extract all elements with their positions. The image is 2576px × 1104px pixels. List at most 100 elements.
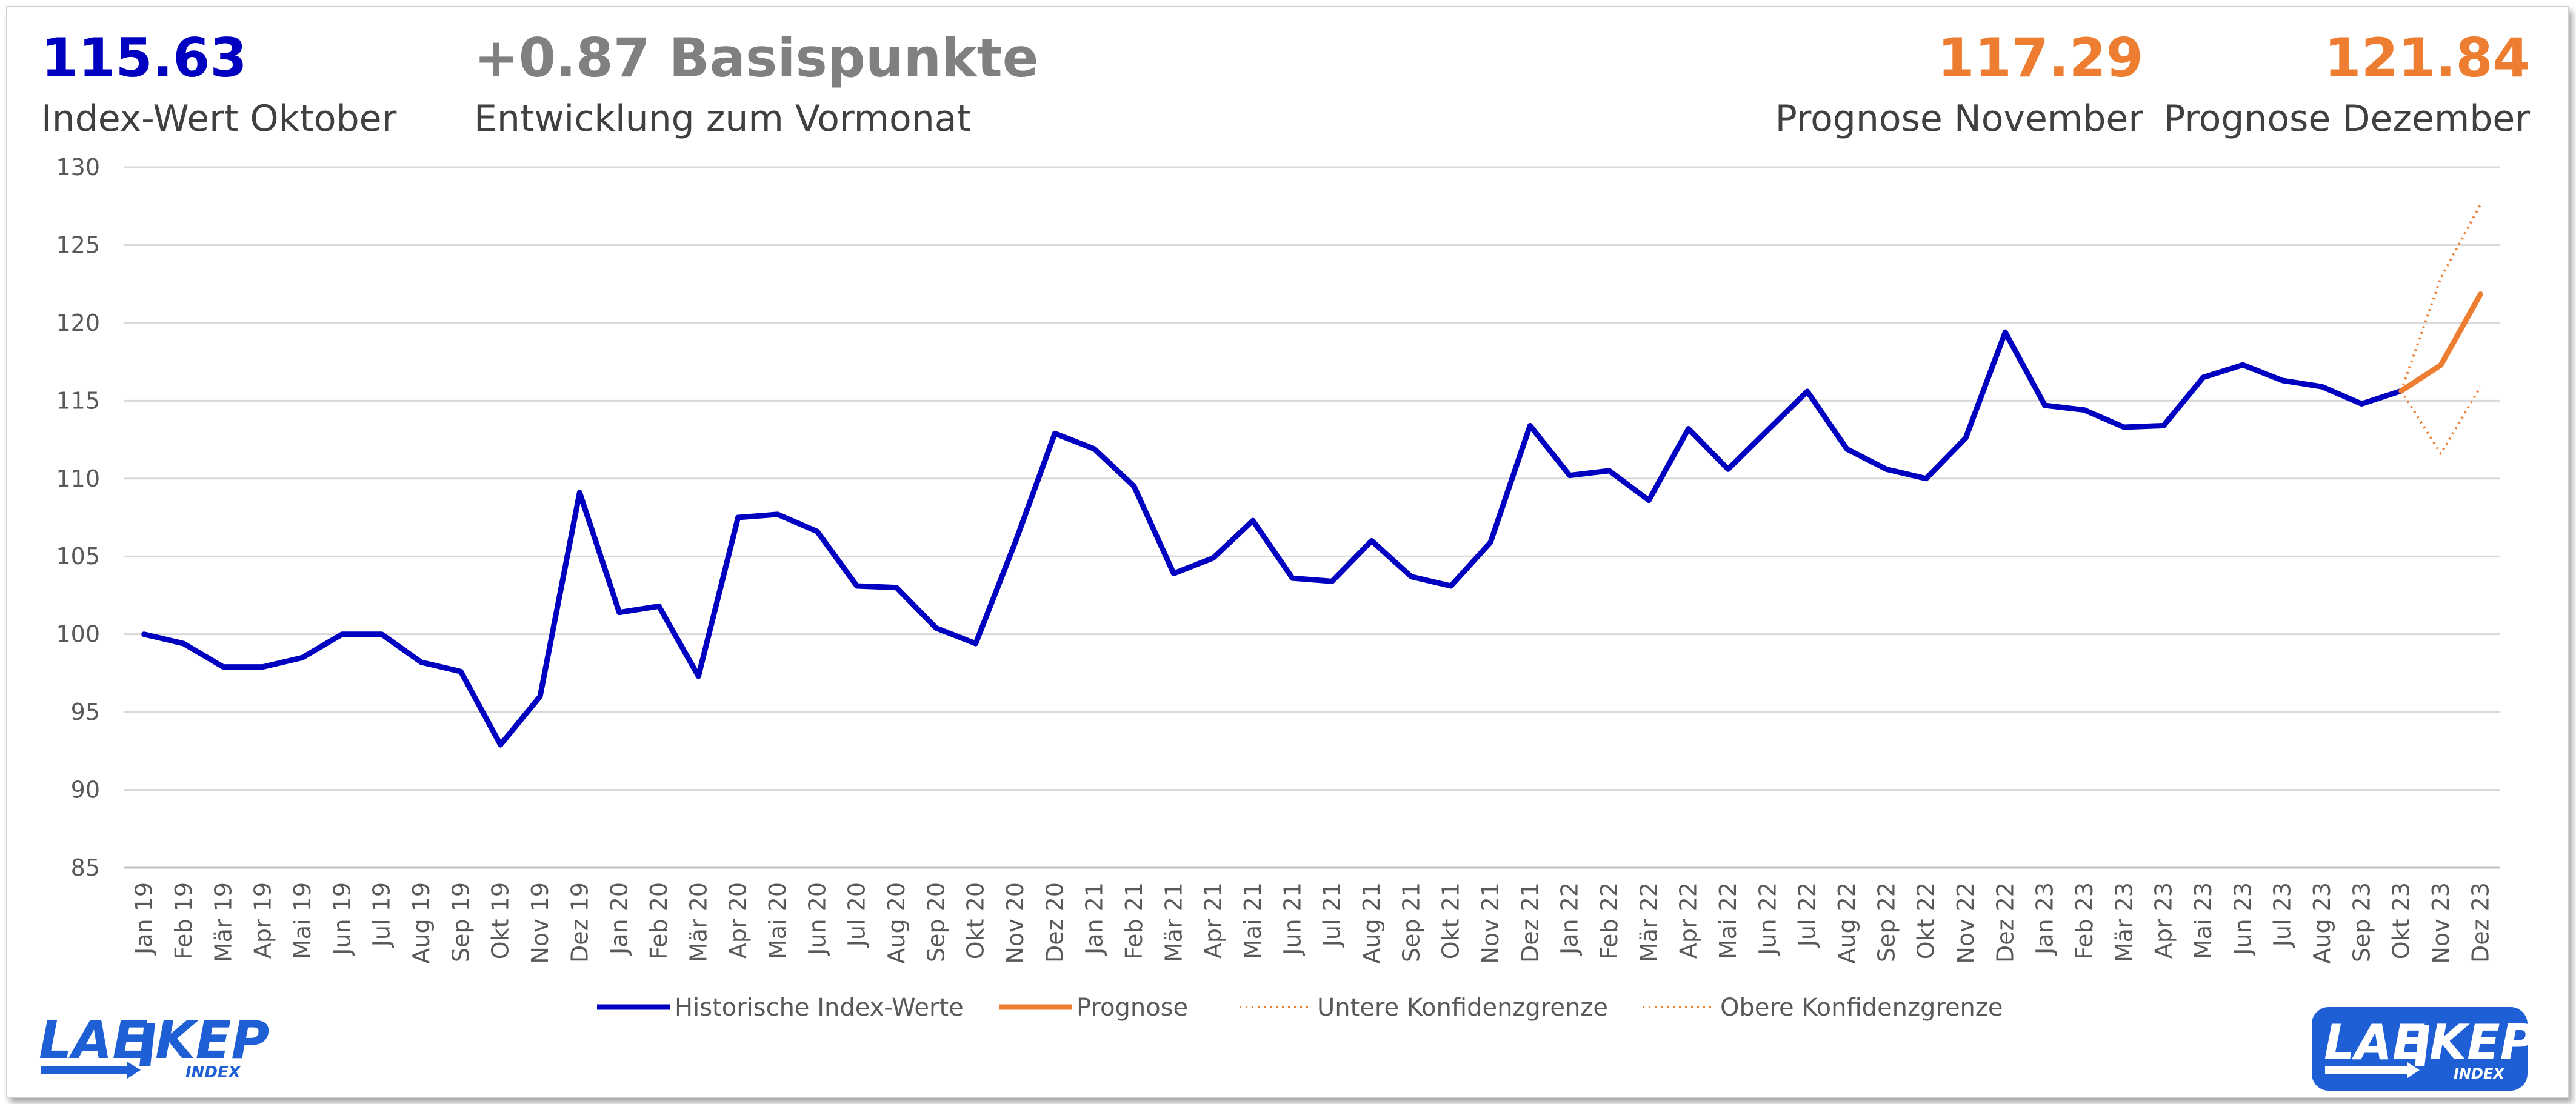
- x-tick-label: Sep 19: [447, 882, 474, 962]
- x-tick-label: Dez 19: [566, 882, 593, 963]
- x-tick-label: Jan 23: [2032, 882, 2058, 956]
- x-tick-label: Jan 19: [131, 882, 158, 956]
- kpi-index-value-number: 115.63: [41, 27, 247, 89]
- x-tick-label: Aug 20: [883, 882, 910, 964]
- svg-text:LAE: LAE: [39, 1011, 148, 1071]
- kpi-change-label: Entwicklung zum Vormonat: [474, 98, 972, 140]
- svg-text:INDEX: INDEX: [2454, 1065, 2505, 1082]
- x-tick-label: Mär 23: [2111, 882, 2137, 962]
- x-tick-label: Feb 19: [170, 882, 197, 960]
- x-tick-label: Mär 20: [685, 882, 712, 962]
- x-tick-label: Okt 22: [1913, 882, 1940, 959]
- x-tick-label: Jun 23: [2229, 882, 2256, 956]
- svg-text:KEP: KEP: [155, 1011, 269, 1071]
- x-tick-label: Okt 20: [963, 882, 989, 959]
- x-tick-label: Jul 22: [1794, 882, 1821, 948]
- x-tick-label: Jul 23: [2269, 882, 2296, 948]
- x-tick-label: Mär 21: [1160, 882, 1187, 962]
- kpi-forecast-december: 121.84 Prognose Dezember: [2163, 27, 2530, 140]
- chart-frame: [6, 6, 2569, 1098]
- x-tick-label: Mai 23: [2190, 882, 2217, 959]
- x-tick-label: Feb 20: [646, 882, 672, 960]
- x-tick-label: Okt 19: [487, 882, 514, 959]
- lae-kep-logo-left-graphic: LAE KEP INDEX: [39, 1010, 269, 1082]
- y-axis: 85 90 95 100 105 110 115 120 125 130: [56, 154, 100, 881]
- x-tick-label: Aug 19: [408, 882, 435, 964]
- x-tick-label: Jul 21: [1319, 882, 1346, 948]
- x-tick-label: Jun 19: [329, 882, 355, 956]
- kpi-forecast-november: 117.29 Prognose November: [1775, 27, 2143, 140]
- x-tick-label: Mär 19: [210, 882, 236, 962]
- kpi-forecast-december-label: Prognose Dezember: [2163, 98, 2530, 140]
- x-tick-label: Mai 20: [764, 882, 791, 959]
- y-tick-label: 95: [71, 699, 100, 725]
- x-tick-label: Nov 23: [2428, 882, 2454, 964]
- kpi-forecast-november-number: 117.29: [1937, 27, 2143, 89]
- y-tick-label: 120: [56, 310, 100, 336]
- x-tick-label: Nov 19: [527, 882, 553, 964]
- series-line: [2398, 291, 2483, 394]
- series-lines: [141, 204, 2483, 748]
- x-tick-label: Apr 20: [725, 882, 752, 959]
- x-tick-label: Mai 22: [1715, 882, 1741, 959]
- kpi-change: +0.87 Basispunkte Entwicklung zum Vormon…: [474, 27, 1039, 140]
- legend-label: Historische Index-Werte: [675, 994, 964, 1022]
- x-tick-label: Sep 21: [1398, 882, 1424, 962]
- legend-label: Untere Konfidenzgrenze: [1317, 994, 1608, 1022]
- lae-kep-logo-right: LAE KEP INDEX: [2311, 1006, 2535, 1095]
- series-line: [141, 329, 2404, 748]
- x-tick-label: Mai 21: [1240, 882, 1266, 959]
- x-tick-label: Jan 22: [1557, 882, 1583, 956]
- y-tick-label: 90: [71, 777, 100, 803]
- x-tick-label: Dez 20: [1041, 882, 1068, 963]
- x-tick-label: Apr 23: [2151, 882, 2177, 959]
- kpi-forecast-november-label: Prognose November: [1775, 98, 2143, 140]
- x-tick-label: Aug 23: [2309, 882, 2335, 964]
- x-axis: Jan 19 Feb 19 Mär 19 Apr 19 Mai 19 Jun 19 Jul …: [131, 882, 2494, 964]
- legend-label: Prognose: [1076, 994, 1188, 1022]
- series-line: [2400, 386, 2482, 455]
- x-tick-label: Apr 21: [1200, 882, 1227, 959]
- x-tick-label: Feb 23: [2071, 882, 2098, 960]
- legend: Historische Index-Werte Prognose Untere Ko…: [597, 994, 2003, 1022]
- lae-kep-logo-right-graphic: LAE KEP INDEX: [2312, 1007, 2535, 1091]
- x-tick-label: Nov 21: [1477, 882, 1504, 964]
- x-tick-label: Aug 21: [1358, 882, 1385, 964]
- x-tick-label: Dez 23: [2467, 882, 2494, 963]
- grid-lines: [124, 166, 2500, 869]
- svg-text:LAE: LAE: [2324, 1014, 2426, 1071]
- x-tick-label: Dez 21: [1517, 882, 1543, 963]
- svg-text:KEP: KEP: [2429, 1014, 2529, 1071]
- x-tick-label: Jul 19: [369, 882, 395, 948]
- y-tick-label: 115: [56, 387, 100, 414]
- y-tick-label: 125: [56, 231, 100, 258]
- lae-kep-logo-left: LAE KEP INDEX: [36, 1010, 279, 1086]
- kpi-index-value-label: Index-Wert Oktober: [41, 98, 397, 140]
- x-tick-label: Sep 23: [2348, 882, 2375, 962]
- x-tick-label: Jun 21: [1279, 882, 1306, 956]
- x-tick-label: Sep 22: [1873, 882, 1900, 962]
- x-tick-label: Apr 22: [1675, 882, 1702, 959]
- x-tick-label: Nov 22: [1952, 882, 1979, 964]
- x-tick-label: Mär 22: [1635, 882, 1662, 962]
- x-tick-label: Sep 20: [923, 882, 949, 962]
- x-tick-label: Jan 21: [1081, 882, 1108, 956]
- y-tick-label: 105: [56, 543, 100, 570]
- legend-label: Obere Konfidenzgrenze: [1720, 994, 2003, 1022]
- x-tick-label: Jun 20: [804, 882, 830, 956]
- kpi-change-number: +0.87 Basispunkte: [474, 27, 1039, 89]
- x-tick-label: Jan 20: [606, 882, 633, 956]
- y-tick-label: 130: [56, 154, 100, 181]
- y-tick-label: 110: [56, 465, 100, 492]
- kpi-index-value: 115.63 Index-Wert Oktober: [41, 27, 397, 140]
- x-tick-label: Mai 19: [289, 882, 316, 959]
- x-tick-label: Apr 19: [250, 882, 276, 959]
- x-tick-label: Feb 22: [1596, 882, 1623, 960]
- x-tick-label: Dez 22: [1992, 882, 2018, 963]
- x-tick-label: Okt 21: [1438, 882, 1464, 959]
- y-tick-label: 85: [71, 854, 100, 881]
- svg-text:INDEX: INDEX: [185, 1063, 242, 1082]
- x-tick-label: Jul 20: [844, 882, 870, 948]
- kpi-forecast-december-number: 121.84: [2324, 27, 2530, 89]
